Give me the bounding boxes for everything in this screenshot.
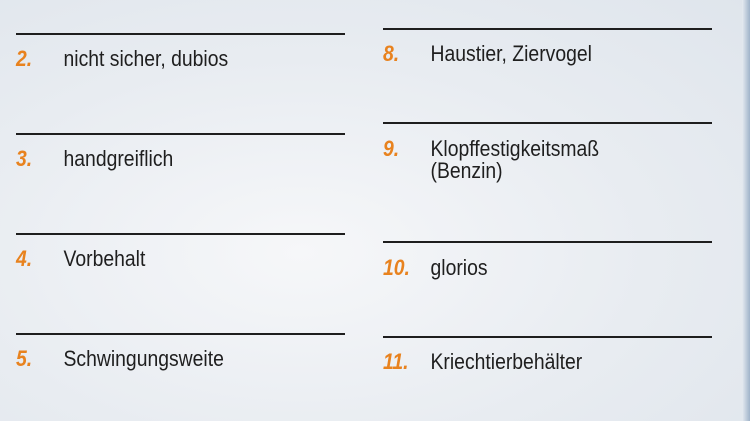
clue-8: 8. Haustier, Ziervogel <box>383 43 592 65</box>
clue-text: Haustier, Ziervogel <box>430 41 592 66</box>
clue-number: 2. <box>16 46 33 71</box>
clue-text: glorios <box>430 255 488 280</box>
answer-line <box>16 133 345 135</box>
answer-line <box>383 122 712 124</box>
clue-text: Kriechtierbehälter <box>430 349 583 374</box>
answer-line <box>383 28 712 30</box>
clue-number: 10. <box>383 255 410 280</box>
clue-2: 2. nicht sicher, dubios <box>16 48 228 70</box>
clue-text: Vorbehalt <box>63 246 146 271</box>
clue-11: 11. Kriechtierbehälter <box>383 351 582 373</box>
answer-line <box>16 233 345 235</box>
clue-number: 4. <box>16 246 33 271</box>
clue-text: nicht sicher, dubios <box>63 46 229 71</box>
page-edge <box>742 0 750 421</box>
clue-number: 11. <box>383 349 409 374</box>
clue-number: 3. <box>16 146 33 171</box>
answer-line <box>383 241 712 243</box>
clue-text: Schwingungsweite <box>63 346 224 371</box>
answer-line <box>16 33 345 35</box>
clue-3: 3. handgreiflich <box>16 148 173 170</box>
clue-number: 8. <box>383 41 400 66</box>
answer-line <box>16 333 345 335</box>
clue-number: 9. <box>383 136 400 161</box>
clue-5: 5. Schwingungsweite <box>16 348 224 370</box>
clue-9: 9. Klopffestigkeitsmaß (Benzin) <box>383 138 629 182</box>
clue-4: 4. Vorbehalt <box>16 248 145 270</box>
answer-line <box>383 336 712 338</box>
clue-10: 10. glorios <box>383 257 488 279</box>
clue-number: 5. <box>16 346 33 371</box>
clue-text: handgreiflich <box>63 146 174 171</box>
clue-text: Klopffestigkeitsmaß (Benzin) <box>430 136 600 183</box>
